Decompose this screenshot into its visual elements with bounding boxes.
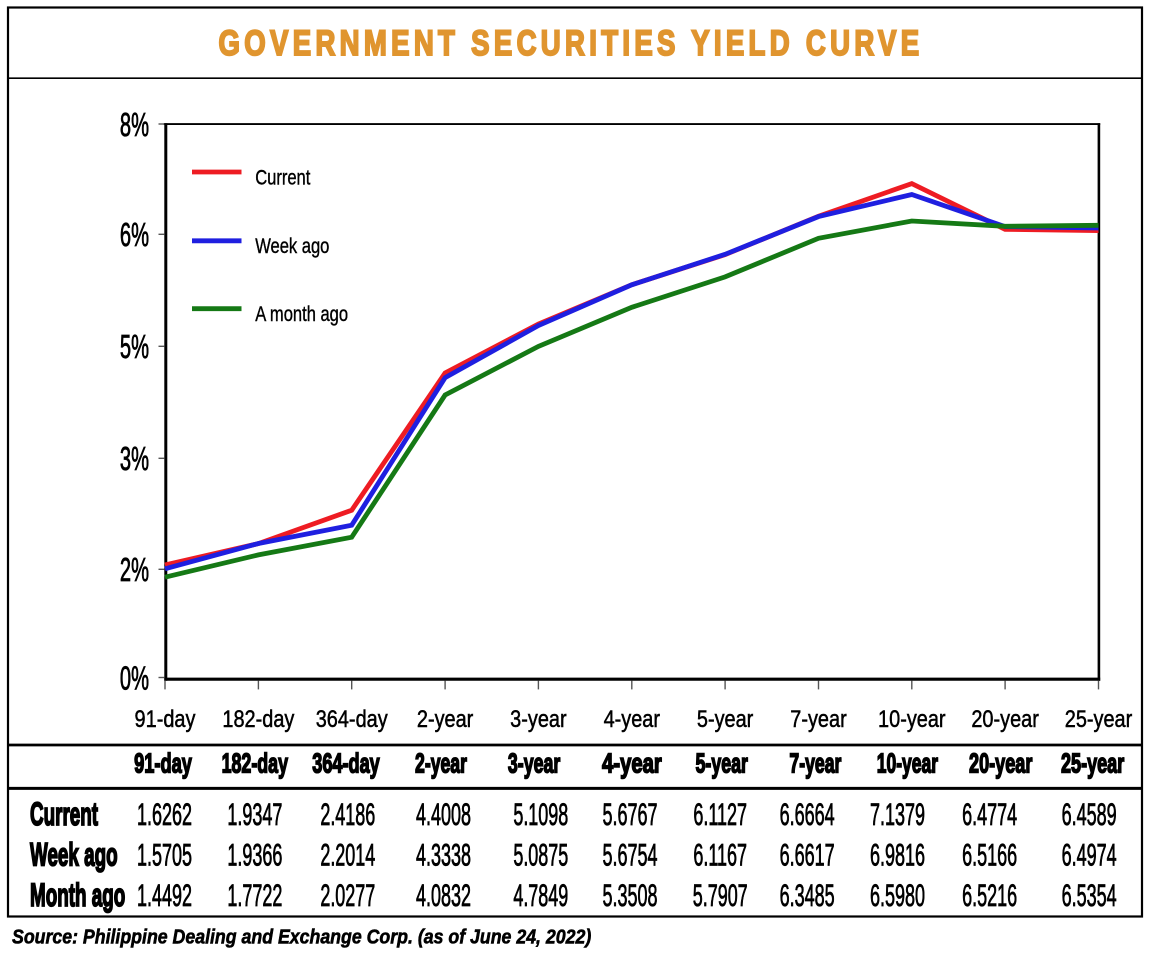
svg-text:2.2014: 2.2014	[320, 838, 375, 872]
svg-text:Source: Philippine Dealing and: Source: Philippine Dealing and Exchange …	[12, 927, 591, 949]
svg-text:20-year: 20-year	[969, 748, 1032, 779]
svg-text:5.3508: 5.3508	[603, 879, 658, 913]
svg-text:6.4974: 6.4974	[1062, 838, 1117, 872]
svg-text:6.4589: 6.4589	[1062, 798, 1117, 832]
svg-text:2.0277: 2.0277	[320, 879, 375, 913]
svg-text:3-year: 3-year	[508, 747, 560, 778]
svg-text:1.5705: 1.5705	[137, 838, 192, 872]
svg-text:8%: 8%	[120, 106, 149, 143]
svg-text:5-year: 5-year	[697, 705, 753, 732]
svg-text:7.1379: 7.1379	[870, 798, 925, 832]
svg-text:A month ago: A month ago	[255, 303, 348, 327]
svg-text:0%: 0%	[120, 659, 149, 696]
svg-text:4-year: 4-year	[604, 705, 660, 732]
svg-text:6.5216: 6.5216	[962, 879, 1017, 913]
svg-text:3%: 3%	[120, 440, 149, 477]
svg-text:25-year: 25-year	[1065, 705, 1133, 732]
svg-text:2-year: 2-year	[415, 747, 467, 778]
svg-text:7-year: 7-year	[790, 705, 846, 732]
svg-text:5%: 5%	[120, 328, 149, 365]
svg-text:182-day: 182-day	[222, 705, 294, 732]
svg-text:6.5354: 6.5354	[1062, 879, 1117, 913]
svg-text:6.6617: 6.6617	[780, 838, 835, 872]
svg-text:10-year: 10-year	[878, 705, 946, 732]
svg-text:5.6767: 5.6767	[603, 798, 658, 832]
svg-text:6.1167: 6.1167	[693, 838, 747, 872]
svg-text:5.6754: 5.6754	[603, 838, 658, 872]
svg-text:5-year: 5-year	[696, 747, 748, 778]
svg-text:5.0875: 5.0875	[513, 838, 568, 872]
svg-text:4.0832: 4.0832	[416, 879, 471, 913]
svg-text:Current: Current	[30, 796, 98, 833]
svg-text:7-year: 7-year	[789, 747, 841, 778]
svg-text:4.3338: 4.3338	[416, 838, 471, 872]
svg-text:2.4186: 2.4186	[320, 798, 375, 832]
svg-text:6.1127: 6.1127	[693, 798, 747, 832]
svg-text:5.7907: 5.7907	[693, 879, 748, 913]
svg-text:1.9366: 1.9366	[227, 838, 282, 872]
svg-text:1.9347: 1.9347	[227, 798, 282, 832]
svg-text:182-day: 182-day	[222, 747, 288, 778]
svg-text:10-year: 10-year	[877, 747, 938, 778]
svg-text:91-day: 91-day	[135, 705, 196, 732]
svg-text:2-year: 2-year	[417, 705, 473, 732]
svg-text:20-year: 20-year	[971, 705, 1039, 732]
svg-text:1.7722: 1.7722	[227, 879, 282, 913]
svg-text:364-day: 364-day	[312, 748, 380, 779]
svg-text:6.6664: 6.6664	[780, 798, 835, 832]
svg-text:2%: 2%	[120, 551, 149, 588]
svg-text:364-day: 364-day	[316, 705, 388, 732]
svg-text:4.4008: 4.4008	[416, 798, 471, 832]
svg-text:6.9816: 6.9816	[870, 838, 925, 872]
svg-text:Week ago: Week ago	[255, 235, 329, 259]
svg-text:Week ago: Week ago	[30, 836, 118, 873]
svg-text:Current: Current	[255, 166, 311, 190]
svg-text:4-year: 4-year	[602, 748, 662, 779]
svg-text:4.7849: 4.7849	[513, 879, 568, 913]
svg-text:6%: 6%	[120, 216, 149, 253]
svg-text:GOVERNMENT SECURITIES YIELD CU: GOVERNMENT SECURITIES YIELD CURVE	[219, 23, 924, 63]
svg-text:1.6262: 1.6262	[137, 798, 192, 832]
svg-text:6.5980: 6.5980	[870, 879, 925, 913]
svg-text:6.4774: 6.4774	[962, 798, 1017, 832]
svg-text:5.1098: 5.1098	[513, 798, 568, 832]
svg-text:25-year: 25-year	[1061, 748, 1124, 779]
svg-text:1.4492: 1.4492	[137, 879, 192, 913]
svg-text:Month ago: Month ago	[30, 876, 125, 913]
svg-text:6.5166: 6.5166	[962, 838, 1017, 872]
svg-text:6.3485: 6.3485	[780, 879, 835, 913]
svg-text:91-day: 91-day	[134, 749, 192, 780]
svg-text:3-year: 3-year	[510, 705, 566, 732]
